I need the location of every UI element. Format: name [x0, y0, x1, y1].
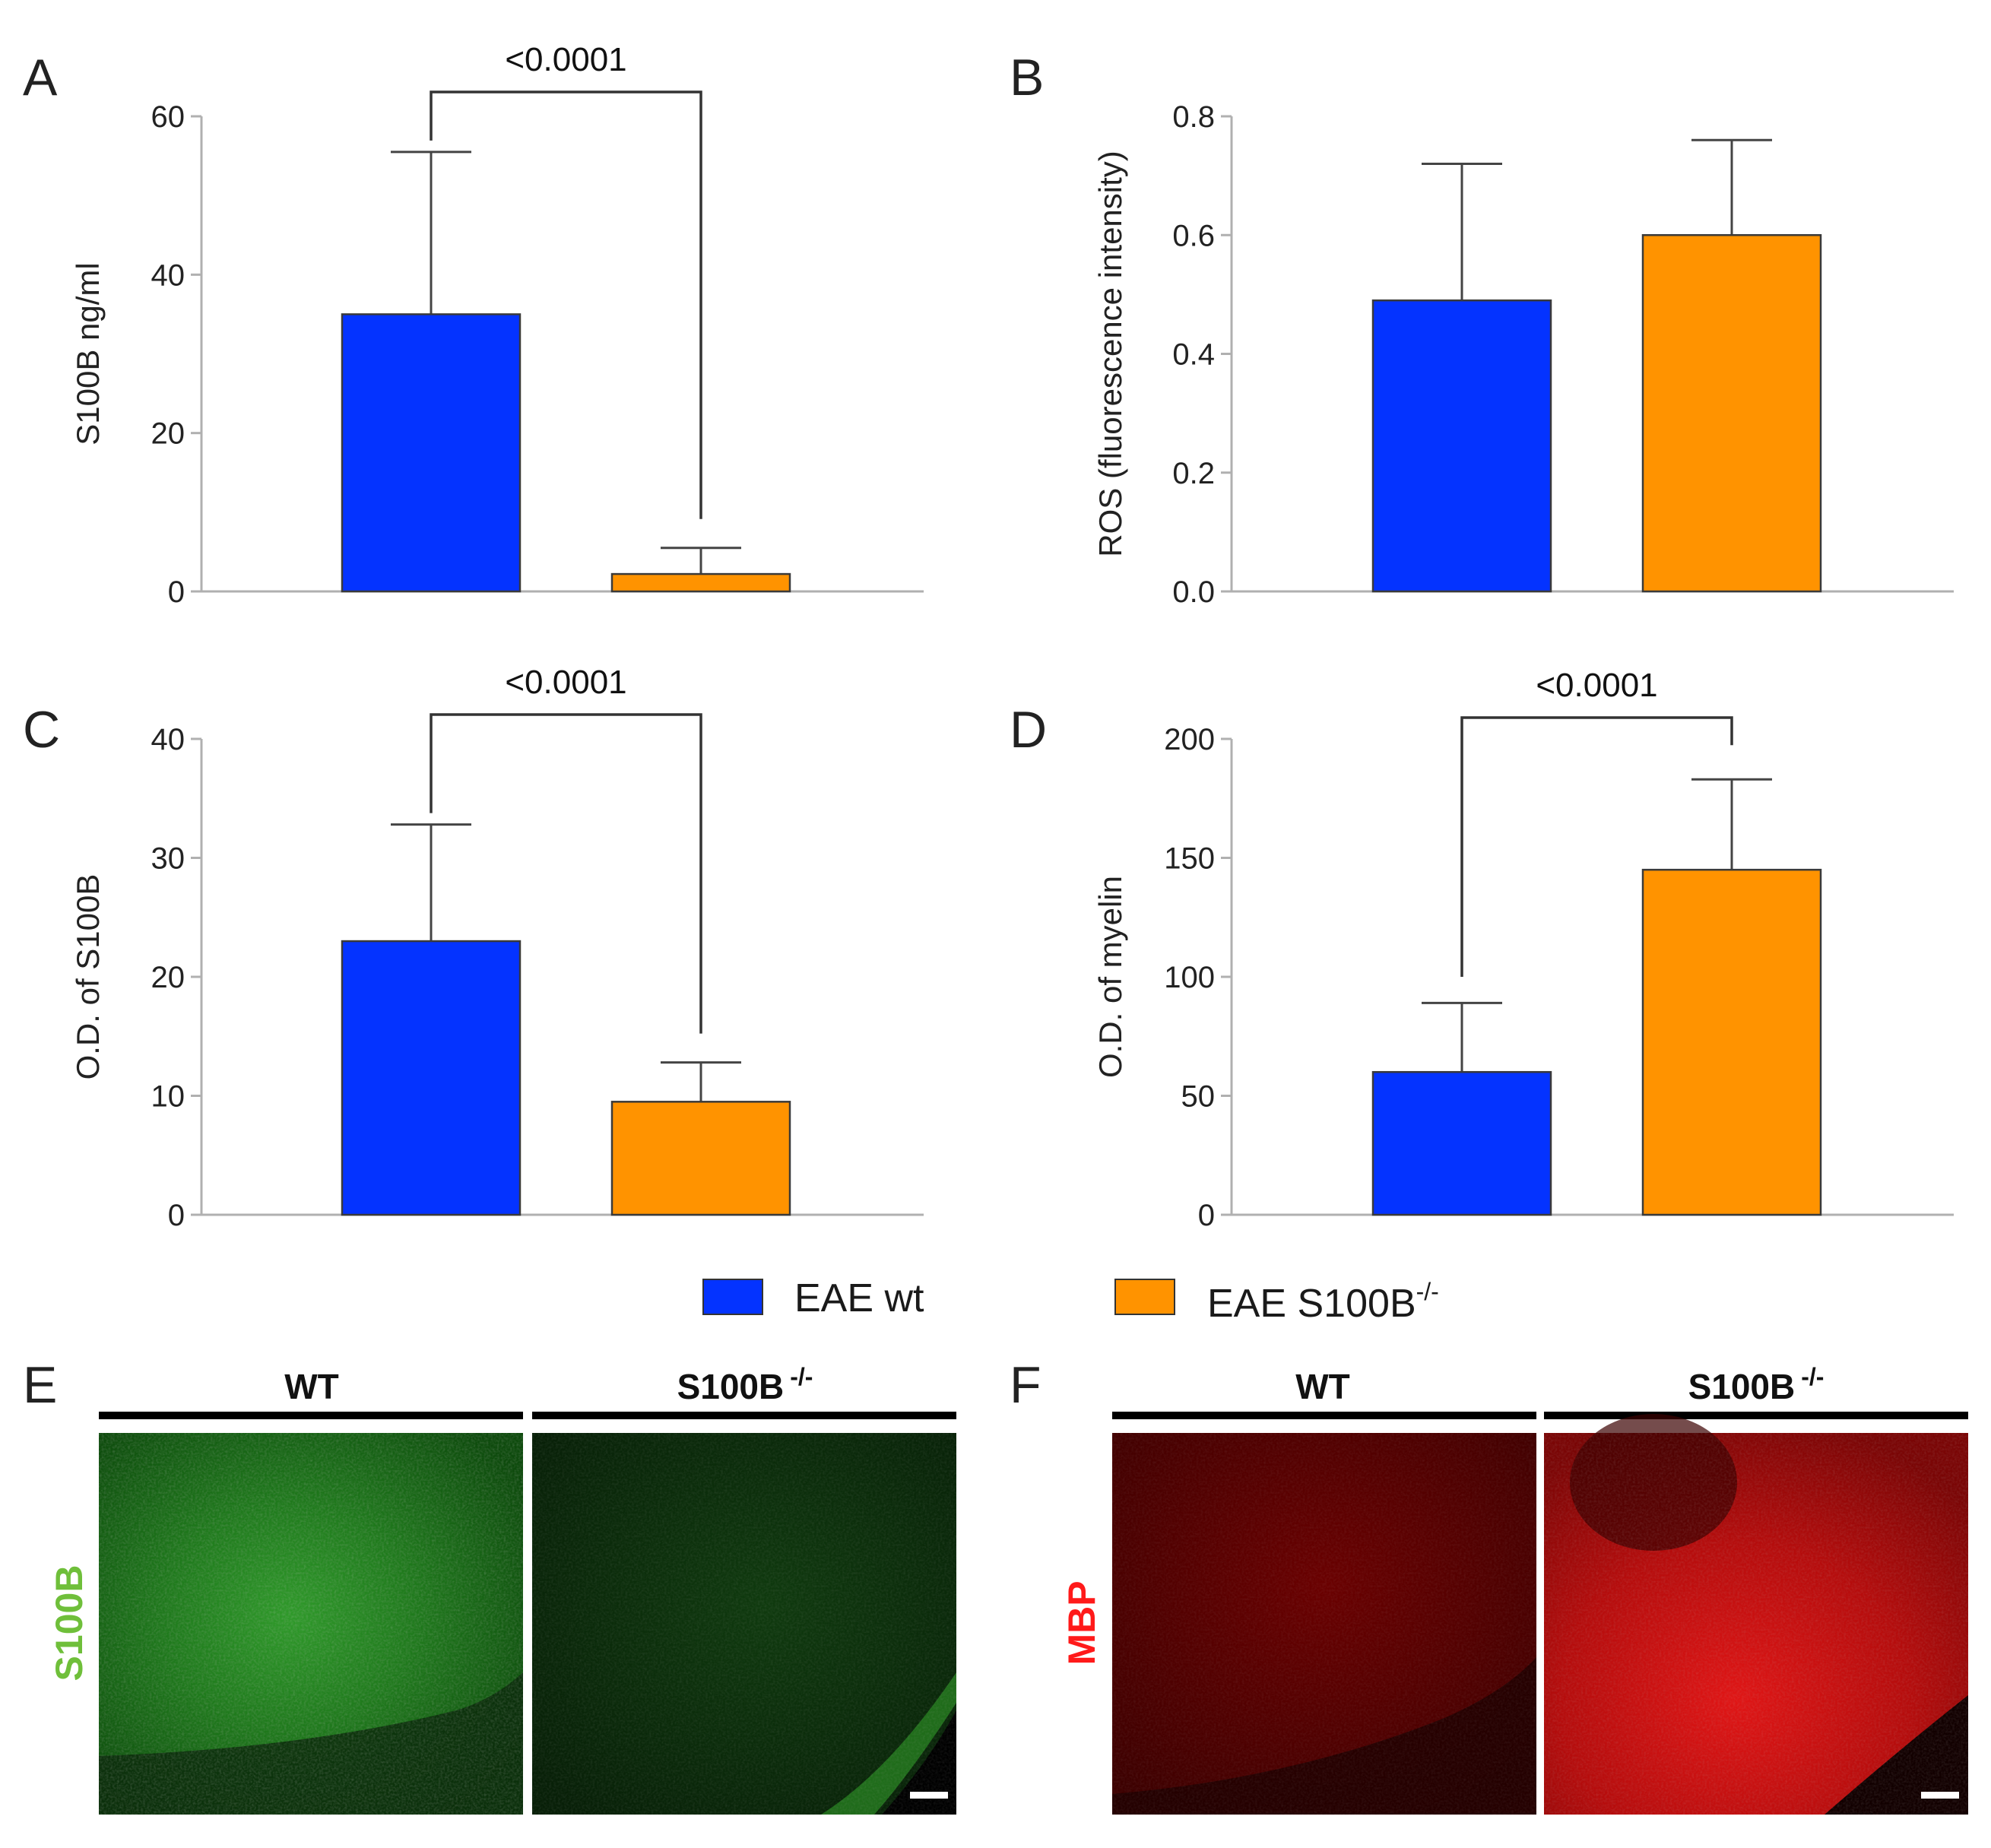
column-label-ko-f: S100B -/-: [1688, 1363, 1825, 1406]
column-label-ko-e-sup: -/-: [790, 1363, 813, 1390]
significance-label: <0.0001: [505, 664, 626, 701]
column-label-wt-e: WT: [284, 1367, 339, 1406]
y-tick-label: 20: [151, 961, 185, 994]
y-tick-label: 0.8: [1172, 100, 1215, 134]
y-tick-label: 0: [1198, 1199, 1215, 1232]
chart-b: 0.0 0.2 0.4 0.6 0.8 ROS (fluorescence intensi…: [1092, 100, 1954, 609]
panel-letter-e: E: [23, 1356, 57, 1414]
column-label-ko-e: S100B -/-: [677, 1363, 813, 1406]
significance-bracket: [430, 713, 702, 1034]
column-label-ko-e-text: S100B: [677, 1367, 785, 1406]
y-tick-label: 200: [1164, 723, 1215, 756]
bar-ko: [610, 572, 791, 593]
column-label-wt-f: WT: [1295, 1367, 1350, 1406]
y-tick-label: 60: [151, 100, 185, 134]
bar-ko: [1641, 868, 1822, 1216]
bar-wt: [341, 313, 522, 593]
y-tick-label: 0: [168, 575, 185, 609]
speckle-texture-wt-e: [99, 1433, 523, 1815]
speckle-texture-wt-f: [1112, 1433, 1536, 1815]
scale-bar-e: [910, 1792, 948, 1799]
bar-ko: [610, 1101, 791, 1216]
bar-wt: [1371, 1070, 1552, 1216]
chart-c: 0 10 20 30 40 O.D. of S100B <0.0001: [70, 664, 924, 1232]
y-tick-label: 20: [151, 417, 185, 451]
y-tick-label: 30: [151, 842, 185, 876]
y-tick-label: 0.0: [1172, 575, 1215, 609]
y-tick-label: 40: [151, 723, 185, 756]
stain-label-mbp: MBP: [1060, 1580, 1103, 1665]
micrograph-panel-e: WT S100B -/- S100B: [48, 1363, 956, 1815]
legend-label-ko-sup: -/-: [1416, 1278, 1439, 1305]
legend-label-wt: EAE wt: [794, 1276, 924, 1320]
legend: EAE wt EAE S100B-/-: [702, 1276, 1439, 1326]
y-tick-label: 40: [151, 258, 185, 292]
y-tick-label: 100: [1164, 961, 1215, 994]
significance-bracket: [1460, 716, 1733, 977]
bar-wt: [341, 940, 522, 1216]
legend-label-ko-text: EAE S100B: [1207, 1282, 1416, 1326]
micrograph-panel-f: WT S100B -/- MBP: [1060, 1363, 1968, 1815]
legend-swatch-wt: [702, 1279, 763, 1315]
bar-wt: [1371, 299, 1552, 593]
scale-bar-f: [1921, 1792, 1959, 1799]
y-tick-label: 0.6: [1172, 219, 1215, 252]
column-bar-wt-e: [99, 1412, 523, 1419]
column-label-ko-f-sup: -/-: [1801, 1363, 1824, 1390]
column-bar-wt-f: [1112, 1412, 1536, 1419]
chart-a: 0 20 40 60 S100B ng/ml <0.0001: [70, 41, 924, 609]
speckle-texture-ko-f: [1544, 1433, 1968, 1815]
panel-letter-b: B: [1010, 49, 1044, 106]
y-axis-label: O.D. of S100B: [70, 874, 106, 1080]
y-tick-label: 150: [1164, 842, 1215, 876]
panel-letter-d: D: [1010, 701, 1047, 759]
column-bar-ko-f: [1544, 1412, 1968, 1419]
y-tick-label: 50: [1181, 1080, 1216, 1114]
stain-label-s100b: S100B: [48, 1565, 90, 1682]
y-axis-label: O.D. of myelin: [1092, 876, 1128, 1078]
y-tick-label: 0: [168, 1199, 185, 1232]
y-tick-label: 0.2: [1172, 457, 1215, 490]
significance-label: <0.0001: [1536, 667, 1657, 704]
bar-ko: [1641, 234, 1822, 593]
y-axis-label: ROS (fluorescence intensity): [1092, 151, 1128, 557]
y-axis-label: S100B ng/ml: [70, 262, 106, 445]
panel-letter-c: C: [23, 701, 60, 759]
legend-swatch-ko: [1114, 1279, 1175, 1315]
significance-label: <0.0001: [505, 41, 626, 78]
column-label-ko-f-text: S100B: [1688, 1367, 1796, 1406]
column-bar-ko-e: [532, 1412, 956, 1419]
y-tick-label: 10: [151, 1080, 185, 1114]
significance-bracket: [430, 90, 702, 519]
y-tick-label: 0.4: [1172, 338, 1215, 372]
panel-letter-a: A: [23, 49, 58, 106]
chart-d: 0 50 100 150 200 O.D. of myelin <0.0001: [1092, 667, 1954, 1232]
panel-letter-f: F: [1010, 1356, 1041, 1414]
speckle-texture-ko-e: [532, 1433, 956, 1815]
legend-label-ko: EAE S100B-/-: [1207, 1278, 1439, 1326]
